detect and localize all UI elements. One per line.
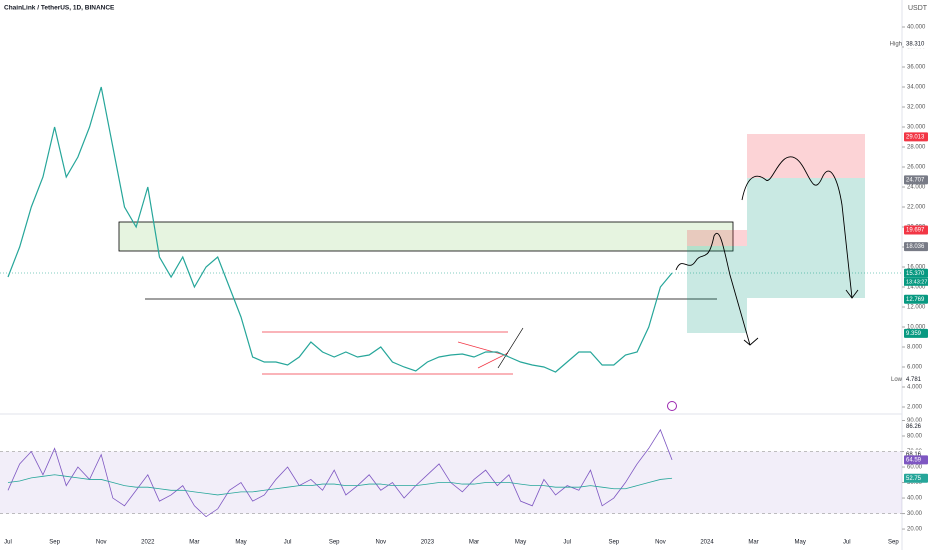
price-label-box xyxy=(904,132,928,142)
y-tick-label: 30.00 xyxy=(907,511,923,517)
price-label-box xyxy=(904,473,928,483)
price-label-tag: High xyxy=(890,41,902,47)
y-tick-label: 60.00 xyxy=(907,465,923,471)
position-target-2 xyxy=(747,178,865,298)
x-tick-label: 2024 xyxy=(700,540,714,546)
wedge-bottom xyxy=(477,352,509,369)
demand-zone xyxy=(118,221,734,252)
position-target xyxy=(687,246,747,333)
series-line xyxy=(7,86,673,373)
x-tick-label: Nov xyxy=(655,540,666,546)
y-tick-label: 10.000 xyxy=(907,325,926,331)
x-tick-label: Sep xyxy=(329,540,340,546)
x-tick-label: Nov xyxy=(375,540,386,546)
position-stop-2 xyxy=(747,134,865,178)
y-tick-label: 90.00 xyxy=(907,418,923,424)
symbol-title: ChainLink / TetherUS, 1D, BINANCE xyxy=(4,5,115,12)
price-label: 12.769 xyxy=(906,297,925,303)
x-tick-label: Jul xyxy=(4,540,12,546)
forecast-path-2 xyxy=(741,156,853,299)
y-tick-label: 36.000 xyxy=(907,65,926,71)
x-tick-label: Sep xyxy=(49,540,60,546)
y-tick-label: 14.000 xyxy=(907,285,926,291)
event-icon xyxy=(667,401,677,411)
breakout-line xyxy=(497,327,524,369)
y-tick-label: 24.000 xyxy=(907,185,926,191)
y-tick-label: 6.000 xyxy=(907,365,923,371)
x-tick-label: Jul xyxy=(563,540,571,546)
countdown: 13:43:27 xyxy=(906,279,927,285)
y-tick-label: 40.00 xyxy=(907,496,923,502)
y-tick-label: 32.000 xyxy=(907,105,926,111)
price-label-box xyxy=(904,328,928,338)
position-stop xyxy=(687,230,747,246)
y-tick-label: 4.000 xyxy=(907,385,923,391)
x-tick-label: Mar xyxy=(748,540,758,546)
y-tick-label: 8.000 xyxy=(907,345,923,351)
series-line xyxy=(7,474,673,496)
price-label: 64.59 xyxy=(906,457,922,463)
price-label: 15.370 xyxy=(906,271,925,277)
price-label-box xyxy=(904,455,928,465)
price-label-box xyxy=(904,225,928,235)
series-line xyxy=(7,428,673,518)
price-label: 52.75 xyxy=(906,476,922,482)
price-label-box xyxy=(904,242,928,252)
x-tick-label: 2023 xyxy=(421,540,435,546)
forecast-arrow xyxy=(743,337,759,346)
x-tick-label: May xyxy=(515,540,526,546)
price-label: 4.781 xyxy=(906,377,922,383)
x-tick-label: Jul xyxy=(843,540,851,546)
y-tick-label: 22.000 xyxy=(907,205,926,211)
x-tick-label: Sep xyxy=(608,540,619,546)
forecast-path xyxy=(675,233,751,346)
price-label-box xyxy=(904,294,928,304)
y-tick-label: 2.000 xyxy=(907,405,923,411)
y-tick-label: 30.000 xyxy=(907,125,926,131)
x-tick-label: Mar xyxy=(189,540,199,546)
x-tick-label: 2022 xyxy=(141,540,155,546)
price-label-tag: Low xyxy=(891,377,903,383)
x-tick-label: May xyxy=(795,540,806,546)
y-tick-label: 26.000 xyxy=(907,165,926,171)
y-tick-label: 16.000 xyxy=(907,265,926,271)
x-tick-label: Sep xyxy=(888,540,899,546)
price-label: 24.707 xyxy=(906,178,925,184)
price-label-box xyxy=(904,39,928,49)
countdown-box xyxy=(904,277,928,286)
y-tick-label: 34.000 xyxy=(907,85,926,91)
price-label: 29.013 xyxy=(906,134,925,140)
price-label: 19.697 xyxy=(906,228,925,234)
y-tick-label: 80.00 xyxy=(907,434,923,440)
x-tick-label: May xyxy=(235,540,246,546)
y-tick-label: 50.00 xyxy=(907,480,923,486)
currency: USDT xyxy=(908,5,928,12)
x-tick-label: Nov xyxy=(96,540,107,546)
price-label-box xyxy=(904,175,928,185)
x-tick-label: Jul xyxy=(284,540,292,546)
price-label-box xyxy=(904,268,928,278)
price-label: 68.16 xyxy=(906,452,922,458)
y-tick-label: 28.000 xyxy=(907,145,926,151)
price-label-box xyxy=(904,421,928,431)
forecast-arrow-2 xyxy=(845,289,859,299)
price-label: 38.310 xyxy=(906,41,925,47)
price-label: 86.26 xyxy=(906,424,922,430)
price-label: 9.359 xyxy=(906,331,922,337)
y-tick-label: 12.000 xyxy=(907,305,926,311)
y-tick-label: 40.000 xyxy=(907,25,926,31)
price-label-box xyxy=(904,374,928,384)
y-tick-label: 20.00 xyxy=(907,527,923,533)
price-label: 18.036 xyxy=(906,244,925,250)
x-tick-label: Mar xyxy=(469,540,479,546)
